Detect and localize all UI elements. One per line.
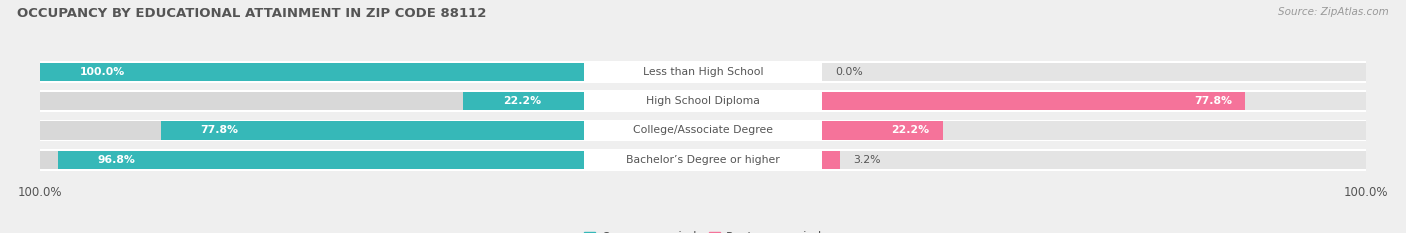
- Bar: [823, 92, 1246, 110]
- Bar: [41, 61, 1365, 83]
- Text: Less than High School: Less than High School: [643, 67, 763, 77]
- Bar: [41, 151, 583, 169]
- Bar: [823, 151, 1365, 169]
- Text: OCCUPANCY BY EDUCATIONAL ATTAINMENT IN ZIP CODE 88112: OCCUPANCY BY EDUCATIONAL ATTAINMENT IN Z…: [17, 7, 486, 20]
- Text: College/Associate Degree: College/Associate Degree: [633, 125, 773, 135]
- Text: Bachelor’s Degree or higher: Bachelor’s Degree or higher: [626, 155, 780, 165]
- Text: 0.0%: 0.0%: [835, 67, 863, 77]
- Bar: [463, 92, 583, 110]
- Text: High School Diploma: High School Diploma: [647, 96, 759, 106]
- Bar: [41, 63, 583, 81]
- Bar: [41, 120, 1365, 141]
- Text: 77.8%: 77.8%: [1194, 96, 1232, 106]
- Bar: [41, 63, 583, 81]
- Text: 100.0%: 100.0%: [80, 67, 125, 77]
- Bar: [41, 149, 1365, 171]
- Text: 22.2%: 22.2%: [503, 96, 541, 106]
- Text: 96.8%: 96.8%: [97, 155, 135, 165]
- Bar: [41, 92, 583, 110]
- Bar: [823, 92, 1365, 110]
- Bar: [58, 151, 583, 169]
- Text: Source: ZipAtlas.com: Source: ZipAtlas.com: [1278, 7, 1389, 17]
- Bar: [41, 121, 583, 140]
- Bar: [823, 151, 839, 169]
- Bar: [823, 121, 943, 140]
- Bar: [823, 63, 1365, 81]
- Text: 77.8%: 77.8%: [201, 125, 239, 135]
- Legend: Owner-occupied, Renter-occupied: Owner-occupied, Renter-occupied: [583, 231, 823, 233]
- Bar: [41, 90, 1365, 112]
- Bar: [823, 121, 1365, 140]
- Text: 22.2%: 22.2%: [891, 125, 929, 135]
- Text: 3.2%: 3.2%: [853, 155, 880, 165]
- Bar: [160, 121, 583, 140]
